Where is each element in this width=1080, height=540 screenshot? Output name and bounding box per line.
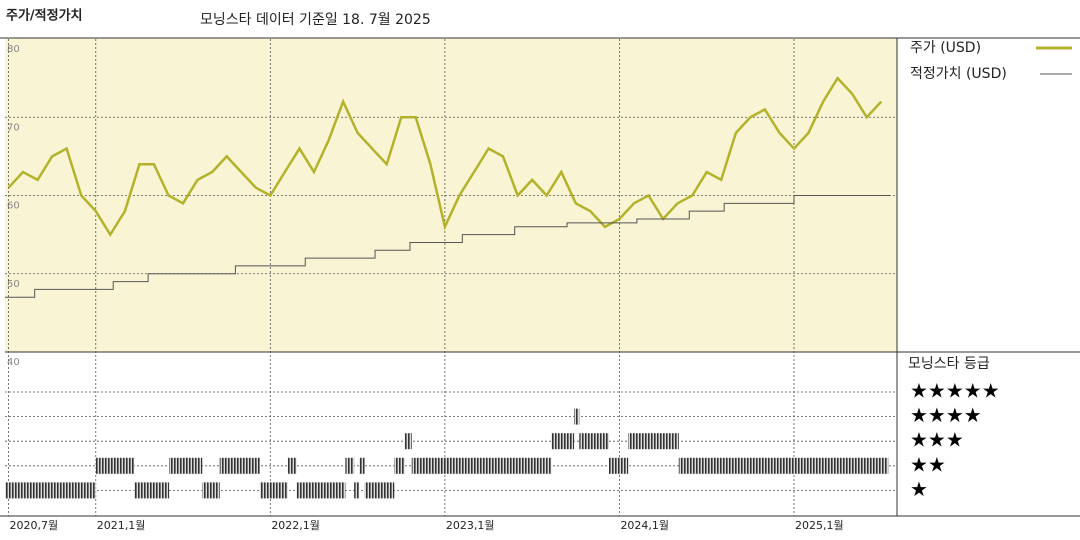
rating-bar — [551, 433, 575, 450]
rating-bar — [134, 482, 170, 499]
rating-bar — [202, 482, 220, 499]
rating-bar — [287, 457, 297, 474]
rating-label: ★★ — [910, 452, 946, 476]
rating-label: ★★★ — [910, 428, 964, 452]
rating-bar — [354, 482, 360, 499]
y-tick-label: 60 — [7, 201, 20, 212]
rating-bar — [359, 457, 365, 474]
legend-label: 주가 (USD) — [910, 40, 981, 56]
chart-title: 주가/적정가치 — [6, 8, 83, 24]
rating-bar — [678, 457, 889, 474]
series-line — [7, 76, 883, 237]
rating-bar — [259, 482, 288, 499]
rating-label: ★★★★★ — [910, 379, 1000, 403]
x-tick-label: 2024,1월 — [620, 519, 669, 532]
rating-bar — [296, 482, 346, 499]
series-line — [5, 195, 890, 298]
rating-bar — [574, 408, 580, 425]
rating-label: ★ — [910, 477, 928, 501]
rating-bar — [404, 433, 412, 450]
rating-bar — [608, 457, 629, 474]
rating-bar — [394, 457, 405, 474]
x-tick-label: 2025,1월 — [795, 519, 844, 532]
x-tick-label: 2020,7월 — [9, 519, 58, 532]
rating-bar — [219, 457, 260, 474]
x-tick-label: 2023,1월 — [446, 519, 495, 532]
y-tick-label: 80 — [7, 44, 20, 55]
rating-bar — [345, 457, 355, 474]
rating-bar — [364, 482, 395, 499]
rating-title: 모닝스타 등급 — [908, 356, 990, 372]
rating-label: ★★★★ — [910, 403, 982, 427]
y-tick-label: 50 — [7, 279, 20, 290]
rating-bar — [628, 433, 679, 450]
rating-bar — [411, 457, 552, 474]
price-panel — [5, 38, 897, 352]
rating-bar — [579, 433, 609, 450]
y-tick-label: 70 — [7, 122, 20, 133]
rating-bar — [169, 457, 203, 474]
chart-subtitle: 모닝스타 데이터 기준일 18. 7월 2025 — [200, 12, 431, 28]
rating-bar — [5, 482, 96, 499]
rating-bar — [95, 457, 135, 474]
x-tick-label: 2021,1월 — [97, 519, 146, 532]
legend-label: 적정가치 (USD) — [910, 66, 1007, 82]
x-tick-label: 2022,1월 — [271, 519, 320, 532]
y-tick-label: 40 — [7, 357, 20, 368]
